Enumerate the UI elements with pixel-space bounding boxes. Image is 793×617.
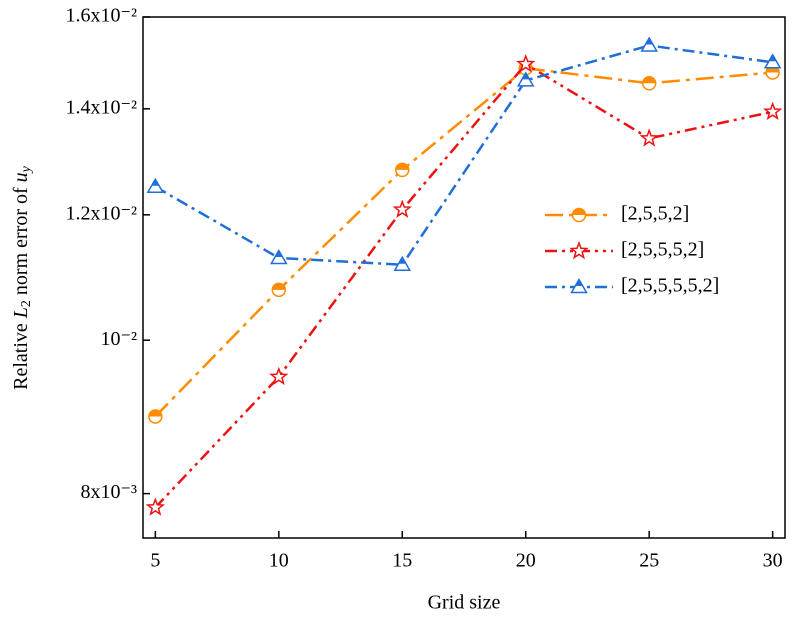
marker-body <box>516 53 536 73</box>
marker-fill <box>768 54 777 62</box>
y-tick-label: 10⁻² <box>100 328 137 350</box>
legend-label: [2,5,5,5,2] <box>621 239 704 261</box>
x-tick-label: 30 <box>763 550 783 572</box>
y-tick-label: 1.2x10⁻² <box>65 202 137 224</box>
marker <box>516 53 536 73</box>
marker-fill <box>645 38 653 45</box>
marker-fill <box>398 257 407 264</box>
y-label-part: Relative <box>10 318 32 390</box>
legend-label: [2,5,5,5,5,2] <box>621 275 719 297</box>
y-label-part: y <box>19 165 34 174</box>
marker-fill <box>572 208 586 215</box>
marker <box>639 128 659 147</box>
marker <box>571 207 587 223</box>
x-tick-label: 5 <box>150 550 160 572</box>
marker <box>763 101 783 120</box>
x-tick-label: 20 <box>516 550 536 572</box>
marker-body <box>763 101 783 120</box>
marker-fill <box>575 279 583 286</box>
marker <box>146 177 165 193</box>
marker-body <box>569 240 589 260</box>
marker <box>395 162 410 178</box>
marker <box>763 53 782 69</box>
marker <box>516 71 535 87</box>
y-label-part: u <box>10 172 32 182</box>
y-label-part: norm error of <box>10 182 32 300</box>
marker-fill <box>148 409 162 417</box>
marker-fill <box>395 163 409 170</box>
marker-body <box>639 128 659 147</box>
marker-body <box>145 497 165 516</box>
marker <box>569 240 589 260</box>
series-line <box>154 62 773 509</box>
y-tick-label: 8x10⁻³ <box>80 481 137 503</box>
legend-label: [2,5,5,2] <box>621 203 689 225</box>
y-label-part: 2 <box>19 300 34 307</box>
marker <box>145 497 165 516</box>
y-tick-label: 1.6x10⁻² <box>65 5 137 27</box>
marker-fill <box>521 72 530 80</box>
marker-fill <box>642 76 656 84</box>
marker-fill <box>272 283 286 290</box>
marker <box>570 277 588 294</box>
series-line <box>154 44 773 267</box>
marker-body <box>392 199 412 218</box>
marker <box>393 255 412 271</box>
marker-fill <box>275 250 283 257</box>
x-tick-label: 10 <box>269 550 289 572</box>
marker <box>269 366 289 386</box>
series-line <box>154 66 773 418</box>
marker <box>392 199 412 218</box>
x-tick-label: 25 <box>639 550 659 572</box>
marker-fill <box>151 179 160 186</box>
marker-body <box>516 71 535 87</box>
marker <box>148 409 163 424</box>
y-label-part: L <box>10 307 32 319</box>
y-tick-label: 1.4x10⁻² <box>65 96 137 118</box>
marker <box>271 282 287 298</box>
marker-body <box>269 366 289 386</box>
marker-body <box>270 248 288 265</box>
plot-frame <box>142 16 786 539</box>
x-axis-label: Grid size <box>428 592 501 614</box>
marker-body <box>146 177 165 193</box>
x-tick-label: 15 <box>392 550 412 572</box>
marker <box>270 248 288 265</box>
y-axis-label: Relative L2 norm error of uy <box>10 165 35 390</box>
marker <box>641 76 657 91</box>
marker <box>640 36 658 52</box>
